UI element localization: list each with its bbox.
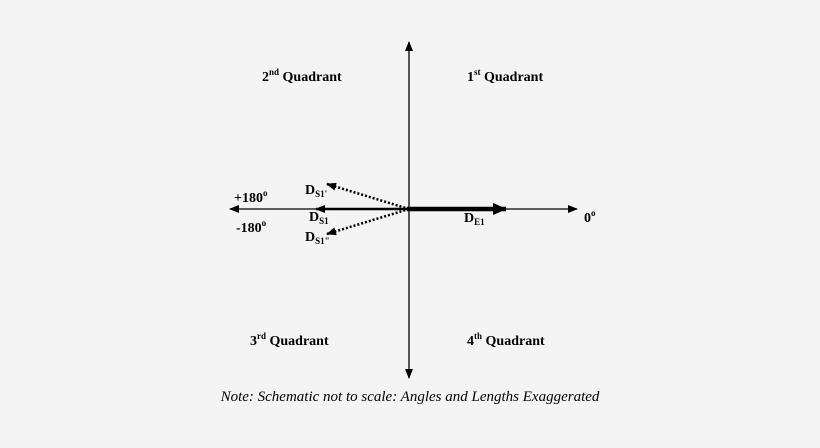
quadrant-3-label: 3rd Quadrant bbox=[250, 331, 329, 350]
ordinal-suffix: rd bbox=[257, 331, 266, 341]
quadrant-1-label: 1st Quadrant bbox=[467, 67, 543, 86]
quadrant-text: Quadrant bbox=[480, 70, 544, 85]
quadrant-number: 3 bbox=[250, 334, 257, 349]
quadrant-number: 1 bbox=[467, 70, 474, 85]
ordinal-suffix: st bbox=[474, 67, 481, 77]
ordinal-suffix: th bbox=[474, 331, 483, 341]
ds1-prime-label: DS1' bbox=[305, 183, 327, 199]
vector-subscript: S1 bbox=[319, 216, 329, 226]
quadrant-number: 2 bbox=[262, 70, 269, 85]
degree-mark: o bbox=[261, 218, 267, 228]
quadrant-2-label: 2nd Quadrant bbox=[262, 67, 342, 86]
degree-mark: o bbox=[262, 188, 268, 198]
minus-180-label: -180o bbox=[236, 218, 266, 237]
de1-label: DE1 bbox=[464, 211, 485, 227]
ds1-label: DS1 bbox=[309, 210, 329, 226]
ordinal-suffix: nd bbox=[269, 67, 280, 77]
quadrant-text: Quadrant bbox=[279, 70, 342, 85]
zero-degree-label: 0o bbox=[584, 208, 596, 227]
ds1-dprime-vector bbox=[326, 207, 410, 236]
ds1-dprime-label: DS1" bbox=[305, 230, 330, 246]
angle-value: 0 bbox=[584, 211, 591, 226]
plus-180-label: +180o bbox=[234, 188, 267, 207]
quadrant-text: Quadrant bbox=[482, 334, 545, 349]
ds1-prime-vector bbox=[326, 182, 410, 211]
vector-symbol: D bbox=[464, 211, 475, 226]
vector-symbol: D bbox=[305, 230, 316, 245]
quadrant-text: Quadrant bbox=[266, 334, 329, 349]
degree-mark: o bbox=[591, 208, 596, 218]
vector-symbol: D bbox=[309, 210, 320, 225]
vector-symbol: D bbox=[305, 183, 316, 198]
quadrant-number: 4 bbox=[467, 334, 474, 349]
angle-value: +180 bbox=[234, 191, 263, 206]
vector-subscript: S1" bbox=[315, 236, 330, 246]
quadrant-4-label: 4th Quadrant bbox=[467, 331, 545, 350]
vector-subscript: S1' bbox=[315, 189, 328, 199]
schematic-note: Note: Schematic not to scale: Angles and… bbox=[220, 389, 600, 405]
angle-value: -180 bbox=[236, 221, 262, 236]
vector-subscript: E1 bbox=[474, 217, 485, 227]
